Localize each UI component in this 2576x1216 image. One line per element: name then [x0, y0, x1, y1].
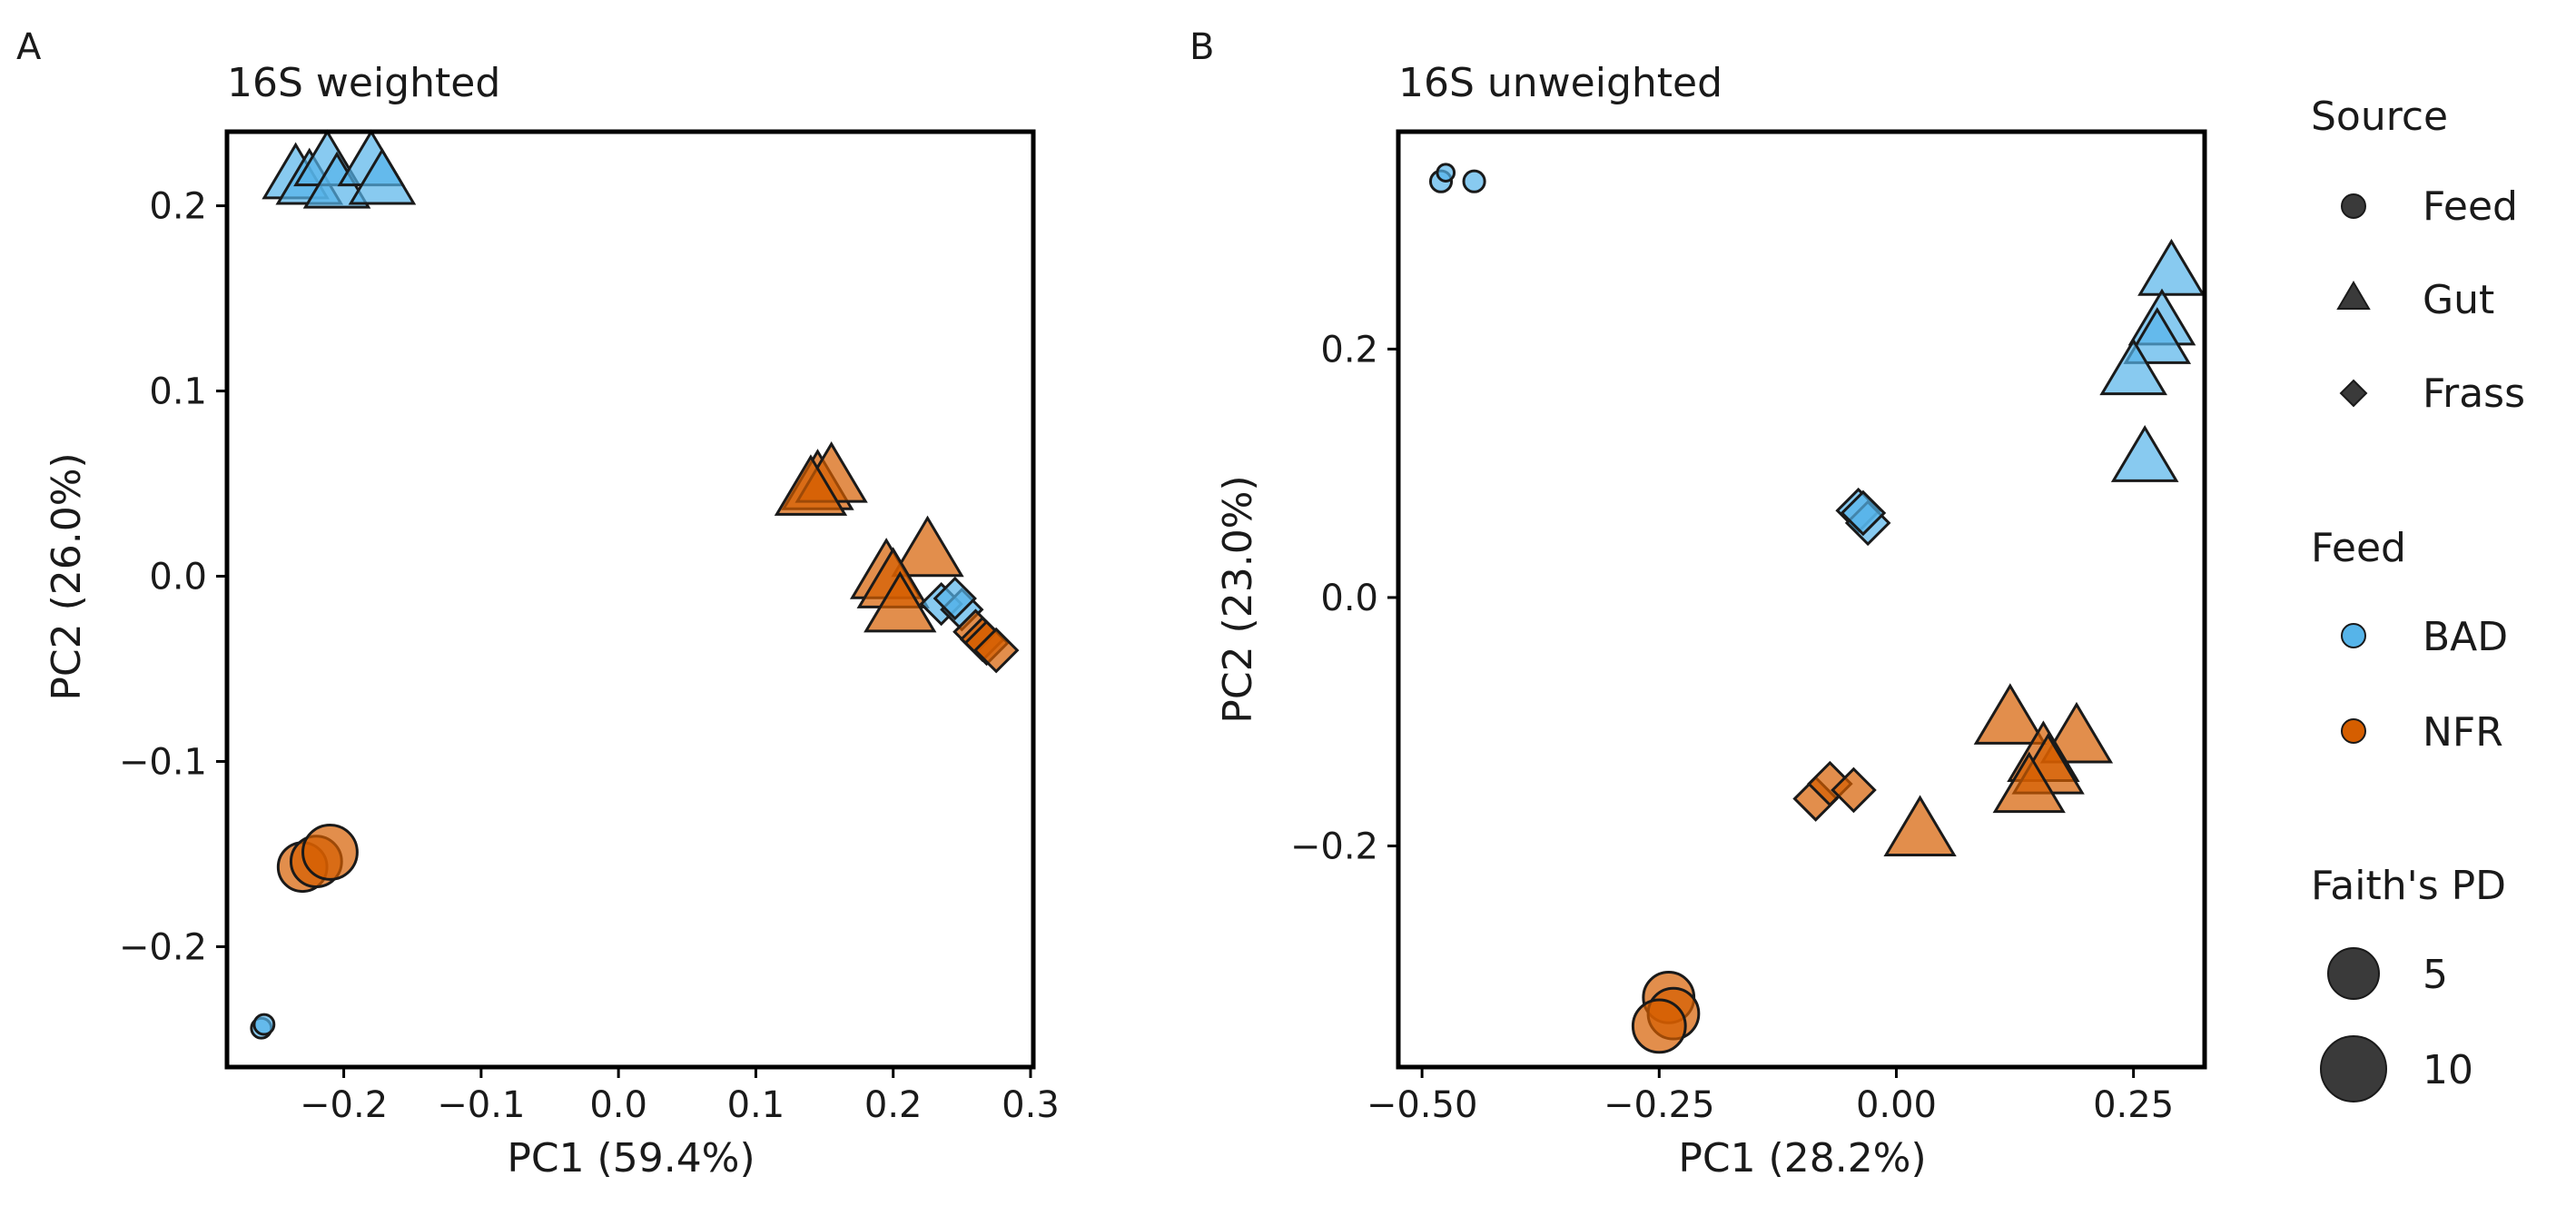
point-frass-bad	[1840, 489, 1887, 537]
panel-b-points	[1428, 163, 2206, 1054]
panel-a-ylabel: PC2 (26.0%)	[44, 452, 90, 700]
panel-letter-a: A	[16, 26, 42, 68]
panel-b-frame	[1396, 129, 2207, 1070]
y-tick-label: 0.1	[149, 371, 207, 413]
point-feed-nfr	[301, 823, 359, 881]
y-tick-label: −0.2	[119, 926, 207, 968]
panel-b-xlabel: PC1 (28.2%)	[1678, 1135, 1926, 1181]
legend-marker-gut	[2336, 281, 2371, 310]
legend-feed-title: Feed	[2311, 525, 2406, 571]
y-tick-label: −0.2	[1290, 826, 1378, 868]
legend-label-pd-10: 10	[2423, 1047, 2473, 1093]
x-tick-label: 0.0	[589, 1084, 647, 1126]
x-tick-label: 0.2	[864, 1084, 923, 1126]
point-feed-bad	[1462, 169, 1486, 193]
legend-label-frass: Frass	[2423, 371, 2525, 417]
x-tick-label: 0.00	[1856, 1084, 1937, 1126]
legend-marker-feed	[2341, 193, 2366, 219]
x-tick-label: −0.25	[1604, 1084, 1715, 1126]
point-gut-nfr	[774, 454, 848, 516]
panel-a-points	[250, 129, 1020, 1040]
point-feed-bad	[1436, 163, 1456, 183]
point-frass-nfr	[972, 627, 1020, 674]
legend-marker-frass	[2339, 379, 2368, 408]
legend-label-gut: Gut	[2423, 277, 2494, 323]
legend-marker-bad	[2341, 623, 2366, 648]
point-gut-bad	[348, 147, 417, 205]
legend-marker-pd-5	[2327, 947, 2380, 1000]
point-frass-nfr	[1831, 766, 1877, 814]
panel-a-frame	[224, 129, 1036, 1070]
point-gut-nfr	[864, 570, 937, 633]
point-feed-nfr	[1631, 998, 1687, 1054]
panel-letter-b: B	[1189, 26, 1214, 68]
point-feed-bad	[252, 1013, 276, 1036]
point-frass-bad	[933, 576, 977, 621]
y-tick-label: 0.0	[149, 557, 207, 598]
x-tick-label: 0.3	[1002, 1084, 1060, 1126]
x-tick-label: −0.2	[300, 1084, 388, 1126]
legend-label-pd-5: 5	[2423, 952, 2448, 998]
panel-b: B 16S unweighted PC1 (28.2%) PC2 (23.0%)…	[1189, 26, 2207, 1181]
point-gut-nfr	[2039, 701, 2114, 764]
x-tick-label: −0.50	[1367, 1084, 1478, 1126]
point-gut-nfr	[1992, 751, 2066, 814]
legend-marker-nfr	[2341, 718, 2366, 744]
x-tick-label: 0.25	[2093, 1084, 2174, 1126]
legend-label-feed: Feed	[2423, 183, 2518, 230]
legend-label-nfr: NFR	[2423, 709, 2503, 756]
point-gut-nfr	[1883, 795, 1957, 857]
point-gut-nfr	[891, 515, 964, 578]
point-gut-bad	[2110, 425, 2179, 482]
x-tick-label: −0.1	[437, 1084, 525, 1126]
panel-a: A 16S weighted PC1 (59.4%) PC2 (26.0%) −…	[16, 26, 1060, 1181]
y-tick-label: 0.0	[1320, 578, 1378, 619]
panel-b-title: 16S unweighted	[1398, 60, 1722, 106]
legend-marker-pd-10	[2320, 1035, 2387, 1102]
panel-a-xlabel: PC1 (59.4%)	[507, 1135, 755, 1181]
panel-b-ticks: −0.50 −0.25 0.00 0.25 −0.2 0.0 0.2	[1290, 329, 2174, 1126]
panel-b-ylabel: PC2 (23.0%)	[1215, 475, 1261, 723]
y-tick-label: 0.2	[149, 186, 207, 228]
point-gut-nfr	[1973, 683, 2047, 745]
legend-source-title: Source	[2311, 94, 2448, 140]
panel-a-ticks: −0.2 −0.1 0.0 0.1 0.2 0.3 −0.2 −0.1 0.0 0.1 0.2	[119, 186, 1060, 1126]
x-tick-label: 0.1	[727, 1084, 785, 1126]
point-gut-bad	[2123, 307, 2192, 364]
legend: Source Feed Gut Frass Feed BAD NFR Faith…	[2311, 94, 2525, 1102]
panel-a-title: 16S weighted	[227, 60, 500, 106]
point-gut-bad	[2137, 238, 2206, 296]
legend-pd-title: Faith's PD	[2311, 863, 2506, 909]
point-gut-bad	[2099, 338, 2167, 396]
y-tick-label: −0.1	[119, 741, 207, 783]
legend-label-bad: BAD	[2423, 614, 2508, 660]
y-tick-label: 0.2	[1320, 329, 1378, 371]
